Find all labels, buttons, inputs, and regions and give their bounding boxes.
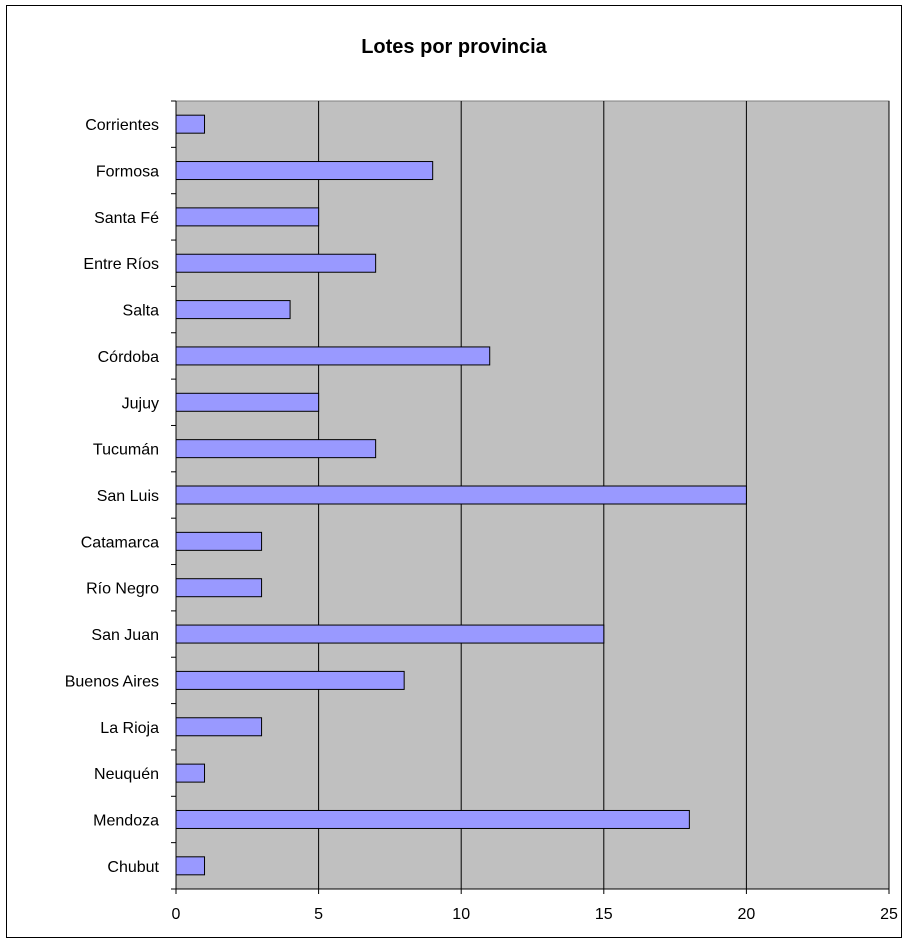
category-label: Chubut xyxy=(107,859,159,876)
x-axis-labels: 0 5 10 15 20 25 xyxy=(172,906,898,923)
chart-title: Lotes por provincia xyxy=(361,36,547,58)
category-label: Corrientes xyxy=(85,117,159,134)
category-label: Entre Ríos xyxy=(83,256,159,273)
x-tick-label: 15 xyxy=(595,906,613,923)
x-tick-label: 5 xyxy=(314,906,323,923)
bar xyxy=(175,439,377,459)
bar xyxy=(175,392,320,412)
bar xyxy=(175,856,206,876)
category-label: Buenos Aires xyxy=(65,673,159,690)
axes xyxy=(171,100,889,890)
x-tick-label: 10 xyxy=(452,906,470,923)
category-label: Catamarca xyxy=(81,534,159,551)
x-tick-label: 20 xyxy=(738,906,756,923)
category-label: Córdoba xyxy=(98,349,159,366)
bar xyxy=(175,624,605,644)
category-label: Mendoza xyxy=(93,812,159,829)
bar xyxy=(175,161,434,181)
category-label: San Luis xyxy=(97,488,159,505)
bar xyxy=(175,809,690,829)
x-tick-label: 0 xyxy=(172,906,181,923)
bar xyxy=(175,717,263,737)
bars xyxy=(175,114,747,876)
category-label: Neuquén xyxy=(94,766,159,783)
category-label: Jujuy xyxy=(122,395,159,412)
category-label: La Rioja xyxy=(100,720,159,737)
bar xyxy=(175,763,206,783)
bar xyxy=(175,485,747,505)
bar xyxy=(175,114,206,134)
category-label: Santa Fé xyxy=(94,210,159,227)
category-label: Formosa xyxy=(96,164,159,181)
category-label: Salta xyxy=(123,303,160,320)
y-axis-labels: Corrientes Formosa Santa Fé Entre Ríos Salta… xyxy=(65,117,160,876)
bar xyxy=(175,670,405,690)
bar xyxy=(175,346,491,366)
category-label: Río Negro xyxy=(86,581,159,598)
category-label: Tucumán xyxy=(93,442,159,459)
category-label: San Juan xyxy=(91,627,159,644)
bar xyxy=(175,207,320,227)
bar xyxy=(175,578,263,598)
bar xyxy=(175,253,377,273)
bar xyxy=(175,300,291,320)
bar xyxy=(175,531,263,551)
x-tick-label: 25 xyxy=(880,906,898,923)
